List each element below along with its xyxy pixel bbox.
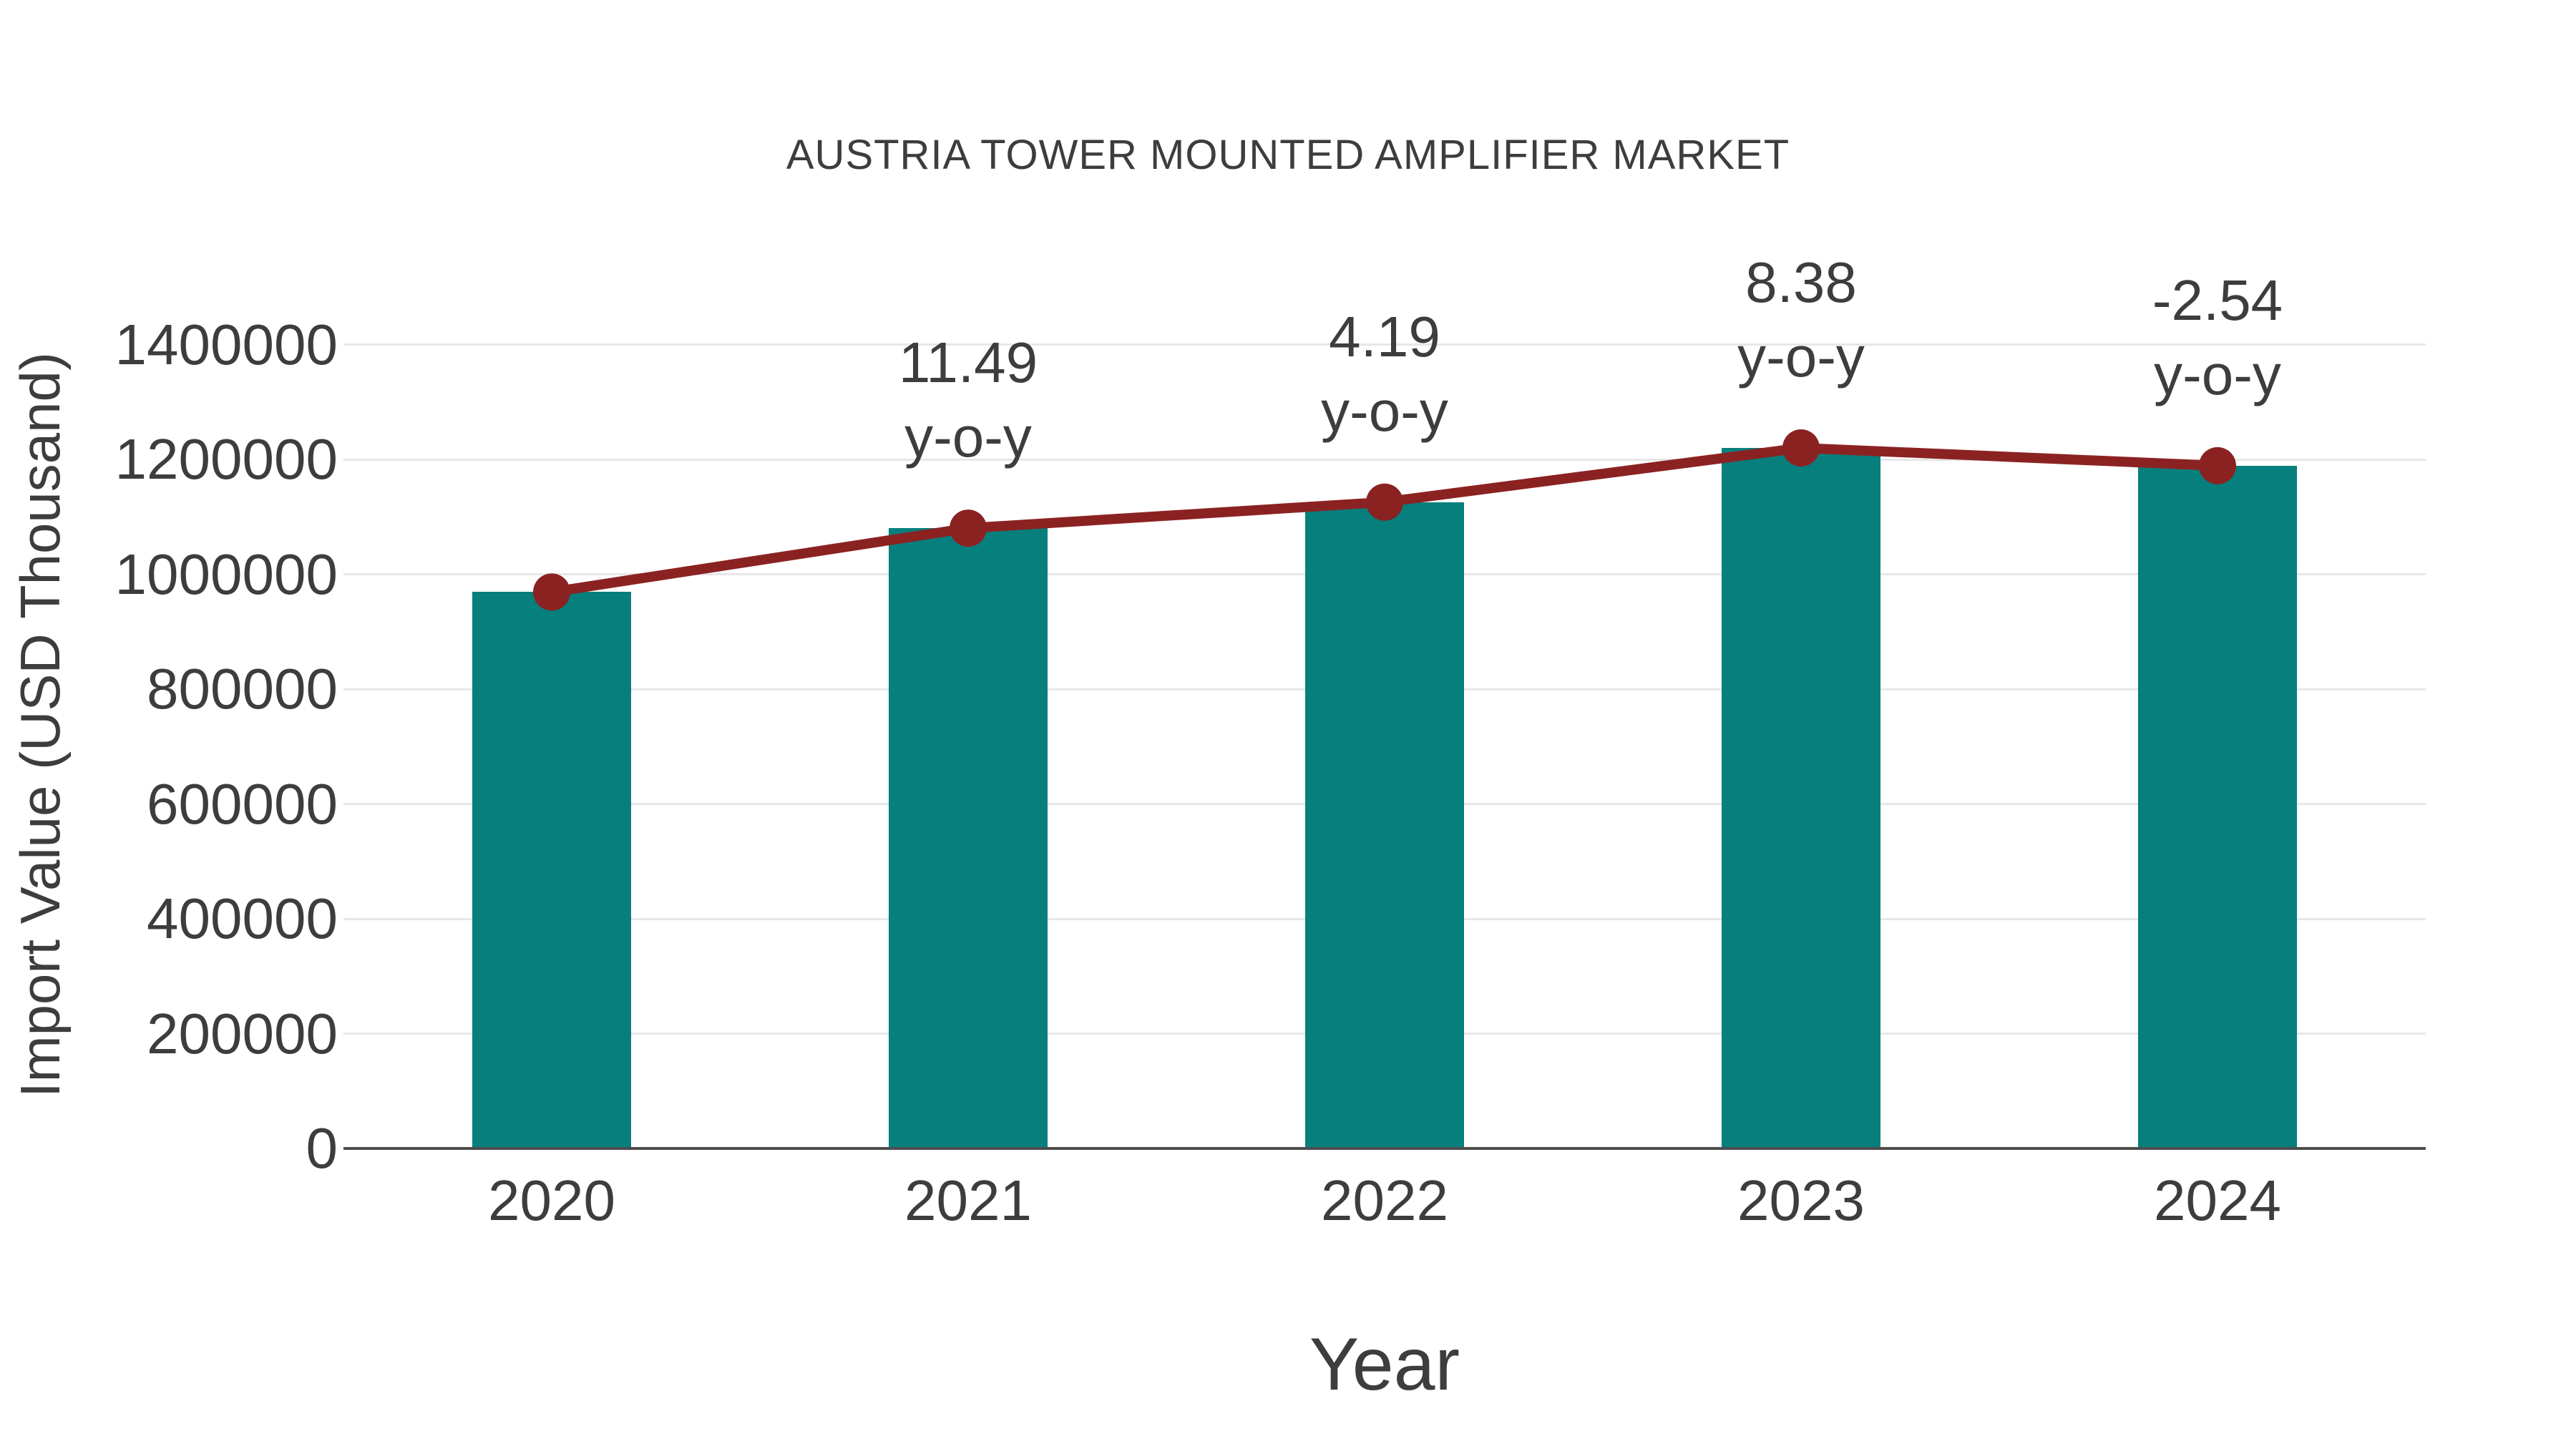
yoy-annotation-2024: -2.54 y-o-y	[2152, 268, 2283, 406]
y-tick-label: 1000000	[114, 542, 338, 606]
line-marker-2021	[950, 509, 987, 547]
line-marker-2020	[533, 573, 570, 611]
y-tick-label: 200000	[147, 1001, 338, 1065]
y-tick-label: 400000	[147, 887, 338, 950]
y-tick-label: 800000	[147, 657, 338, 721]
gridline	[343, 343, 2426, 346]
x-tick-label: 2022	[1321, 1169, 1448, 1232]
y-tick-label: 1400000	[114, 312, 338, 376]
y-tick-label: 1200000	[114, 427, 338, 491]
x-axis-title: Year	[1309, 1323, 1460, 1406]
yoy-annotation-2023: 8.38 y-o-y	[1737, 250, 1865, 389]
chart-title: AUSTRIA TOWER MOUNTED AMPLIFIER MARKET	[786, 132, 1790, 178]
x-tick-label: 2023	[1737, 1169, 1865, 1232]
y-tick-label: 0	[306, 1116, 338, 1180]
gridline	[343, 458, 2426, 461]
y-tick-label: 600000	[147, 771, 338, 836]
bar-2023	[1722, 448, 1880, 1148]
x-tick-label: 2021	[904, 1169, 1032, 1232]
bar-2021	[889, 528, 1048, 1148]
yoy-annotation-2021: 11.49 y-o-y	[898, 331, 1038, 469]
x-tick-label: 2020	[488, 1169, 615, 1232]
line-marker-2022	[1366, 483, 1403, 521]
x-axis-line	[343, 1147, 2426, 1150]
bar-2022	[1305, 502, 1464, 1148]
bar-2024	[2138, 465, 2297, 1148]
bar-2020	[472, 592, 631, 1148]
line-marker-2024	[2199, 447, 2236, 484]
yoy-annotation-2022: 4.19 y-o-y	[1321, 304, 1448, 443]
line-marker-2023	[1782, 429, 1820, 467]
x-tick-label: 2024	[2154, 1169, 2281, 1232]
